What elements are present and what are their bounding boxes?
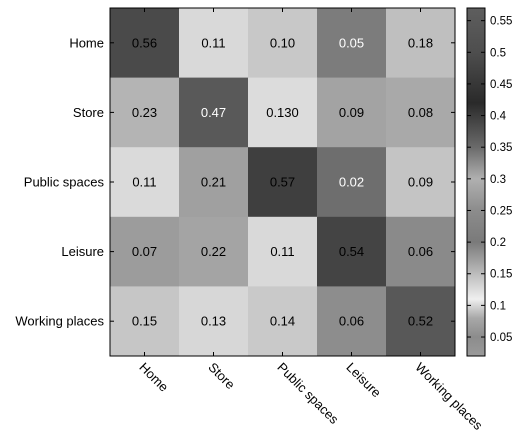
column-label: Leisure [343,360,384,401]
cell-value-label: 0.02 [339,175,364,190]
heatmap-cell [386,216,456,287]
column-label: Home [136,360,171,395]
cell-value-label: 0.57 [270,175,295,190]
cell-value-label: 0.15 [132,314,157,329]
cell-value-label: 0.09 [339,105,364,120]
cell-value-label: 0.05 [339,35,364,50]
heatmap-cell [317,286,387,357]
colorbar-tick-label: 0.05 [490,332,512,344]
heatmap-cell [110,147,180,218]
heatmap-cell [110,216,180,287]
cell-value-label: 0.54 [339,244,364,259]
cell-value-label: 0.21 [201,175,226,190]
row-label: Working places [15,314,104,329]
cell-value-label: 0.13 [201,314,226,329]
heatmap-cell [386,147,456,218]
column-label: Store [205,360,238,393]
heatmap-cell [179,147,249,218]
colorbar-tick-label: 0.1 [490,300,506,312]
cell-value-label: 0.130 [266,105,299,120]
colorbar-tick-label: 0.2 [490,237,506,249]
colorbar-tick-label: 0.35 [490,142,512,154]
heatmap-cell [248,286,318,357]
heatmap-cell [110,77,180,148]
heatmap-cell [248,147,318,218]
cell-value-label: 0.06 [408,244,433,259]
cell-value-label: 0.07 [132,244,157,259]
cell-value-label: 0.18 [408,35,433,50]
heatmap-cell [179,77,249,148]
heatmap-cell [317,147,387,218]
row-label: Leisure [61,244,104,259]
cell-value-label: 0.10 [270,35,295,50]
heatmap-cell [386,77,456,148]
heatmap-cell [248,77,318,148]
heatmap-cell [110,286,180,357]
colorbar-tick-label: 0.55 [490,16,512,28]
cell-value-label: 0.09 [408,175,433,190]
colorbar-tick-label: 0.4 [490,111,507,123]
cell-value-label: 0.47 [201,105,226,120]
cell-value-label: 0.52 [408,314,433,329]
colorbar-tick-label: 0.45 [490,79,512,91]
cell-value-label: 0.56 [132,35,157,50]
row-label: Home [69,35,104,50]
heatmap-cell [248,216,318,287]
heatmap-cell [317,77,387,148]
heatmap-cell [110,8,180,79]
colorbar-tick-label: 0.25 [490,205,512,217]
heatmap-cell [317,8,387,79]
heatmap-cell [179,286,249,357]
heatmap-cell [248,8,318,79]
heatmap-cell [317,216,387,287]
cell-value-label: 0.22 [201,244,226,259]
cell-value-label: 0.23 [132,105,157,120]
heatmap-cell [179,216,249,287]
colorbar-tick-label: 0.5 [490,47,506,59]
cell-value-label: 0.14 [270,314,295,329]
cell-value-label: 0.11 [270,244,294,259]
column-label: Public spaces [274,360,342,428]
column-label: Working places [412,360,486,432]
cell-value-label: 0.11 [132,175,156,190]
colorbar-tick-label: 0.3 [490,174,506,186]
cell-value-label: 0.08 [408,105,433,120]
row-label: Store [73,105,104,120]
row-label: Public spaces [24,175,105,190]
heatmap-cell [386,286,456,357]
colorbar [466,7,486,357]
colorbar-tick-label: 0.15 [490,269,512,281]
cell-value-label: 0.06 [339,314,364,329]
heatmap-cell [179,8,249,79]
cell-value-label: 0.11 [201,35,225,50]
heatmap-cell [386,8,456,79]
